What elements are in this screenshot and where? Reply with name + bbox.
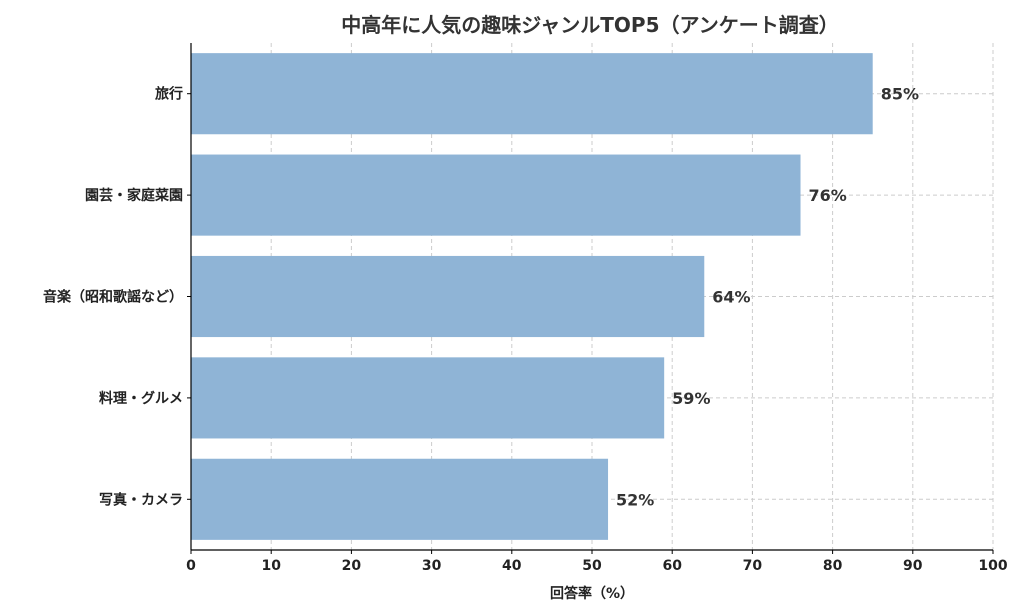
category-label: 音楽（昭和歌謡など） [43,289,183,306]
x-tick-label: 30 [422,558,442,574]
bar [191,458,609,540]
value-labels: 85% 76% 64% 59% 52% [616,85,919,510]
value-label: 52% [616,490,654,509]
x-axis-title: 回答率（%） [550,585,634,602]
bar [191,53,873,135]
axes [187,43,994,554]
value-label: 76% [809,186,847,205]
value-label: 64% [712,288,750,307]
chart-title: 中高年に人気の趣味ジャンルTOP5（アンケート調査） [341,13,838,37]
x-tick-label: 100 [978,558,1007,574]
bar [191,357,665,439]
category-label: 料理・グルメ [99,390,183,407]
bars [191,53,873,540]
x-tick-label: 70 [743,558,763,574]
x-tick-label: 40 [502,558,522,574]
x-tick-label: 20 [342,558,362,574]
x-tick-label: 10 [261,558,281,574]
bar [191,255,705,338]
value-label: 59% [672,389,710,408]
x-tick-label: 0 [186,558,196,574]
category-label: 写真・カメラ [99,491,183,508]
x-tick-label: 60 [662,558,682,574]
bar [191,154,801,236]
value-label: 85% [881,85,919,104]
x-tick-label: 90 [903,558,923,574]
x-tick-label: 50 [582,558,602,574]
category-label: 園芸・家庭菜園 [85,187,183,204]
category-label: 旅行 [155,86,183,103]
x-tick-label: 80 [823,558,843,574]
x-tick-labels: 0 10 20 30 40 50 60 70 80 90 100 [186,558,1008,574]
